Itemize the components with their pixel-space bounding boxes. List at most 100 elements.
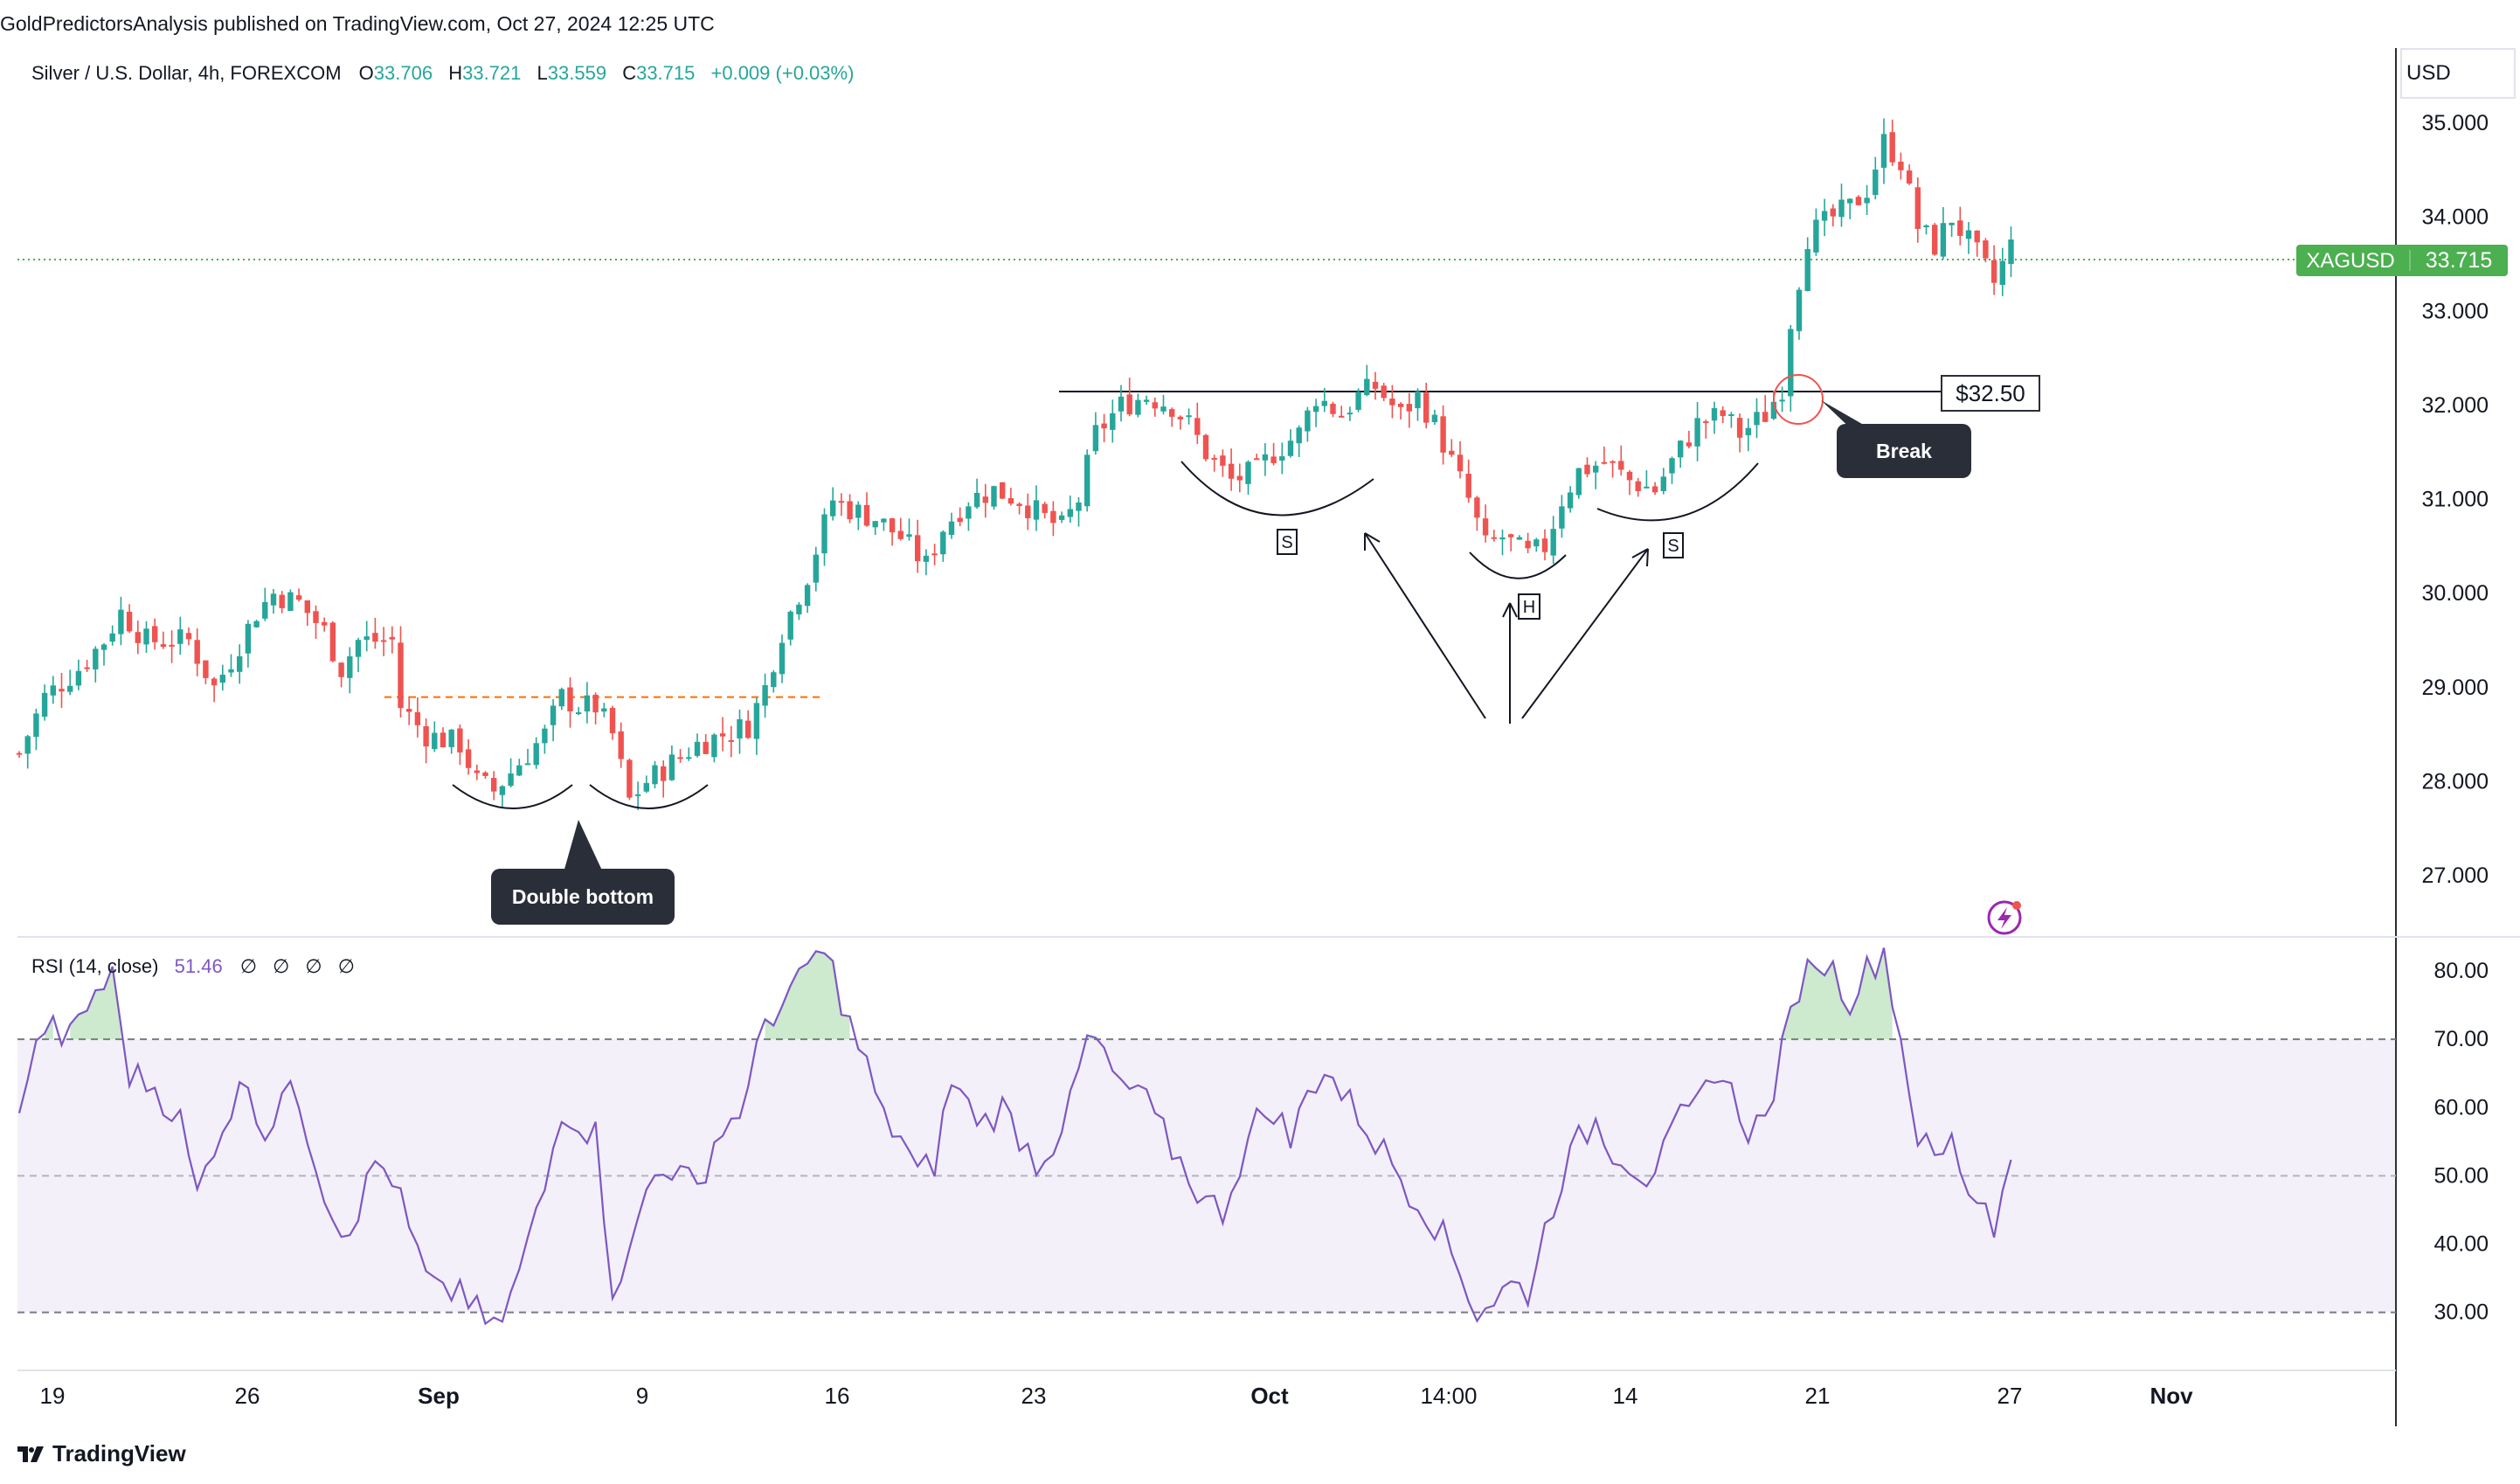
candle-body[interactable] bbox=[1033, 500, 1040, 520]
candle-body[interactable] bbox=[1177, 416, 1184, 420]
candle-body[interactable] bbox=[1779, 399, 1785, 402]
candle-body[interactable] bbox=[1974, 230, 1980, 243]
candle-body[interactable] bbox=[643, 782, 649, 792]
candle-body[interactable] bbox=[813, 554, 819, 583]
candle-body[interactable] bbox=[203, 660, 209, 678]
candle-body[interactable] bbox=[1601, 461, 1608, 464]
candle-body[interactable] bbox=[1254, 458, 1260, 461]
candle-body[interactable] bbox=[1431, 414, 1438, 423]
candle-body[interactable] bbox=[1999, 260, 2005, 285]
candle-body[interactable] bbox=[1372, 381, 1379, 389]
candle-body[interactable] bbox=[661, 766, 667, 781]
candle-body[interactable] bbox=[1610, 461, 1616, 463]
candle-body[interactable] bbox=[1339, 415, 1345, 418]
candle-body[interactable] bbox=[550, 705, 557, 725]
candle-body[interactable] bbox=[313, 611, 319, 623]
candle-body[interactable] bbox=[1914, 187, 1921, 229]
candle-body[interactable] bbox=[1270, 456, 1277, 463]
candle-body[interactable] bbox=[1050, 510, 1056, 524]
candle-body[interactable] bbox=[855, 504, 862, 518]
candle-body[interactable] bbox=[618, 731, 624, 759]
rsi-line[interactable] bbox=[17, 947, 2012, 1326]
candle-body[interactable] bbox=[728, 739, 734, 742]
candlestick-series[interactable] bbox=[16, 118, 2014, 810]
candle-body[interactable] bbox=[923, 555, 930, 562]
candle-body[interactable] bbox=[389, 636, 395, 640]
candle-body[interactable] bbox=[1465, 474, 1471, 498]
candle-body[interactable] bbox=[1745, 427, 1751, 436]
candle-body[interactable] bbox=[185, 633, 192, 640]
candle-body[interactable] bbox=[1525, 540, 1531, 549]
candle-body[interactable] bbox=[1736, 418, 1743, 438]
candle-body[interactable] bbox=[1873, 170, 1879, 196]
break-callout[interactable]: Break bbox=[1821, 400, 1971, 478]
candle-body[interactable] bbox=[1788, 329, 1794, 397]
candle-body[interactable] bbox=[398, 642, 404, 709]
candle-body[interactable] bbox=[737, 718, 743, 739]
candle-body[interactable] bbox=[516, 765, 523, 776]
candle-body[interactable] bbox=[1830, 208, 1836, 217]
candle-body[interactable] bbox=[1245, 461, 1251, 484]
candle-body[interactable] bbox=[24, 736, 31, 754]
candle-body[interactable] bbox=[160, 644, 167, 648]
candle-body[interactable] bbox=[686, 757, 692, 759]
candle-body[interactable] bbox=[576, 712, 582, 715]
candle-body[interactable] bbox=[694, 741, 701, 756]
candle-body[interactable] bbox=[1923, 225, 1929, 227]
candle-body[interactable] bbox=[1838, 199, 1845, 218]
candle-body[interactable] bbox=[414, 711, 421, 725]
candle-body[interactable] bbox=[796, 604, 802, 614]
candle-body[interactable] bbox=[1287, 440, 1294, 456]
candle-body[interactable] bbox=[1423, 392, 1430, 423]
candle-body[interactable] bbox=[228, 669, 234, 673]
candle-body[interactable] bbox=[33, 713, 39, 738]
candle-body[interactable] bbox=[1016, 503, 1022, 506]
candle-body[interactable] bbox=[1983, 240, 1989, 259]
candle-body[interactable] bbox=[1559, 506, 1565, 529]
candle-body[interactable] bbox=[432, 732, 438, 750]
candle-body[interactable] bbox=[1720, 410, 1726, 416]
candle-body[interactable] bbox=[448, 729, 454, 747]
candle-body[interactable] bbox=[1940, 223, 1947, 257]
candle-body[interactable] bbox=[711, 734, 717, 758]
level-label[interactable]: $32.50 bbox=[1941, 375, 2040, 412]
candle-body[interactable] bbox=[1550, 529, 1556, 556]
candle-body[interactable] bbox=[830, 500, 836, 517]
candle-body[interactable] bbox=[1236, 475, 1243, 481]
candle-body[interactable] bbox=[1516, 537, 1523, 540]
candle-body[interactable] bbox=[634, 794, 641, 796]
candle-body[interactable] bbox=[1067, 509, 1073, 517]
candle-body[interactable] bbox=[533, 743, 539, 766]
candle-body[interactable] bbox=[84, 667, 90, 669]
candle-body[interactable] bbox=[1932, 225, 1938, 255]
candle-body[interactable] bbox=[991, 486, 997, 507]
tradingview-brand[interactable]: TradingView bbox=[17, 1440, 186, 1467]
candle-body[interactable] bbox=[2008, 239, 2014, 264]
last-price-tag[interactable]: XAGUSD 33.715 bbox=[2296, 245, 2508, 276]
candle-body[interactable] bbox=[270, 593, 277, 606]
candle-body[interactable] bbox=[75, 670, 82, 686]
candle-body[interactable] bbox=[1618, 461, 1624, 470]
candle-body[interactable] bbox=[1101, 423, 1107, 429]
candle-body[interactable] bbox=[1889, 132, 1895, 163]
candle-body[interactable] bbox=[1118, 396, 1125, 412]
candle-body[interactable] bbox=[1312, 406, 1319, 413]
candle-body[interactable] bbox=[152, 626, 158, 642]
candle-body[interactable] bbox=[59, 689, 65, 692]
candle-body[interactable] bbox=[363, 636, 370, 641]
candle-body[interactable] bbox=[1762, 412, 1769, 422]
candle-body[interactable] bbox=[1092, 425, 1099, 452]
candle-body[interactable] bbox=[329, 622, 336, 662]
candle-body[interactable] bbox=[889, 518, 896, 533]
candle-body[interactable] bbox=[67, 685, 73, 692]
candle-body[interactable] bbox=[1084, 454, 1090, 507]
candle-body[interactable] bbox=[703, 741, 709, 754]
candle-body[interactable] bbox=[1321, 400, 1327, 406]
candle-body[interactable] bbox=[1626, 471, 1633, 481]
candle-body[interactable] bbox=[347, 655, 353, 678]
candle-body[interactable] bbox=[508, 773, 514, 787]
currency-box[interactable] bbox=[2400, 48, 2516, 99]
candle-body[interactable] bbox=[838, 501, 845, 503]
candle-body[interactable] bbox=[1220, 455, 1226, 466]
